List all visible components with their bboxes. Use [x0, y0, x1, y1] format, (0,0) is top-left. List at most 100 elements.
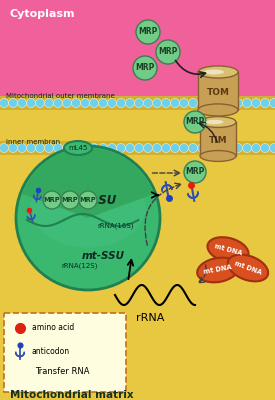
Circle shape [216, 98, 224, 108]
Circle shape [224, 98, 233, 108]
Circle shape [188, 98, 197, 108]
Text: inner membran: inner membran [6, 139, 60, 145]
Circle shape [98, 144, 108, 152]
Text: Transfer RNA: Transfer RNA [35, 368, 89, 376]
Circle shape [18, 98, 26, 108]
Ellipse shape [198, 66, 238, 78]
Circle shape [98, 98, 108, 108]
Ellipse shape [198, 104, 238, 116]
Text: mt DNA: mt DNA [213, 244, 243, 256]
Circle shape [0, 98, 9, 108]
Circle shape [260, 98, 270, 108]
Ellipse shape [207, 237, 249, 263]
Circle shape [252, 98, 260, 108]
Circle shape [161, 98, 170, 108]
Circle shape [45, 144, 54, 152]
Text: Cytoplasm: Cytoplasm [10, 9, 76, 19]
Circle shape [81, 98, 89, 108]
Circle shape [43, 191, 61, 209]
Text: MRP: MRP [138, 28, 158, 36]
Text: mt-LSU: mt-LSU [69, 194, 117, 206]
Circle shape [133, 56, 157, 80]
Wedge shape [22, 148, 154, 218]
Circle shape [156, 40, 180, 64]
Circle shape [62, 144, 72, 152]
Text: anticodon: anticodon [32, 348, 70, 356]
Circle shape [18, 144, 26, 152]
Circle shape [72, 144, 81, 152]
Circle shape [35, 144, 45, 152]
Text: Mitochondrial matrix: Mitochondrial matrix [10, 390, 134, 400]
Circle shape [125, 98, 134, 108]
Circle shape [54, 144, 62, 152]
Ellipse shape [200, 150, 236, 162]
Ellipse shape [205, 120, 223, 124]
Text: MRP: MRP [44, 197, 60, 203]
Circle shape [184, 111, 206, 133]
FancyBboxPatch shape [4, 313, 126, 392]
Circle shape [108, 98, 117, 108]
Text: MRP: MRP [80, 197, 96, 203]
Ellipse shape [204, 70, 224, 74]
Circle shape [207, 144, 216, 152]
Circle shape [134, 98, 144, 108]
Circle shape [197, 98, 207, 108]
Circle shape [0, 144, 9, 152]
Circle shape [16, 146, 160, 290]
Circle shape [224, 144, 233, 152]
Bar [0, 96, 275, 110]
Circle shape [108, 144, 117, 152]
Text: TOM: TOM [207, 88, 230, 97]
Text: mt DNA: mt DNA [204, 264, 233, 276]
Bar [0, 141, 275, 155]
Circle shape [153, 98, 161, 108]
Text: MRP: MRP [135, 64, 155, 72]
Circle shape [61, 191, 79, 209]
Circle shape [117, 98, 125, 108]
Circle shape [188, 144, 197, 152]
Text: MRP: MRP [62, 197, 78, 203]
Circle shape [117, 144, 125, 152]
Text: rRNA(12S): rRNA(12S) [62, 263, 98, 269]
Circle shape [197, 144, 207, 152]
Text: Mitochondrial outer membrane: Mitochondrial outer membrane [6, 93, 115, 99]
Circle shape [9, 98, 18, 108]
Circle shape [153, 144, 161, 152]
Circle shape [180, 98, 188, 108]
Circle shape [79, 191, 97, 209]
Ellipse shape [228, 255, 268, 281]
Text: mL45: mL45 [68, 145, 88, 151]
Circle shape [243, 98, 252, 108]
Text: MRP: MRP [185, 168, 205, 176]
Text: MRP: MRP [185, 118, 205, 126]
Circle shape [207, 98, 216, 108]
Circle shape [180, 144, 188, 152]
Circle shape [270, 144, 275, 152]
Circle shape [252, 144, 260, 152]
Circle shape [54, 98, 62, 108]
Circle shape [35, 98, 45, 108]
Circle shape [136, 20, 160, 44]
Circle shape [134, 144, 144, 152]
Circle shape [72, 98, 81, 108]
Text: mt-SSU: mt-SSU [81, 251, 125, 261]
Circle shape [243, 144, 252, 152]
Ellipse shape [64, 141, 92, 155]
Circle shape [270, 98, 275, 108]
Text: amino acid: amino acid [32, 324, 74, 332]
Bar [0, 100, 275, 400]
Circle shape [144, 144, 153, 152]
Circle shape [161, 144, 170, 152]
Ellipse shape [31, 168, 145, 248]
Circle shape [233, 98, 243, 108]
Text: rRNA(16S): rRNA(16S) [98, 223, 134, 229]
Circle shape [26, 144, 35, 152]
Circle shape [170, 144, 180, 152]
Text: MRP: MRP [158, 48, 178, 56]
Bar [200, 122, 236, 156]
Circle shape [260, 144, 270, 152]
Circle shape [89, 98, 98, 108]
Circle shape [233, 144, 243, 152]
Text: mt DNA: mt DNA [233, 260, 262, 276]
Circle shape [144, 98, 153, 108]
